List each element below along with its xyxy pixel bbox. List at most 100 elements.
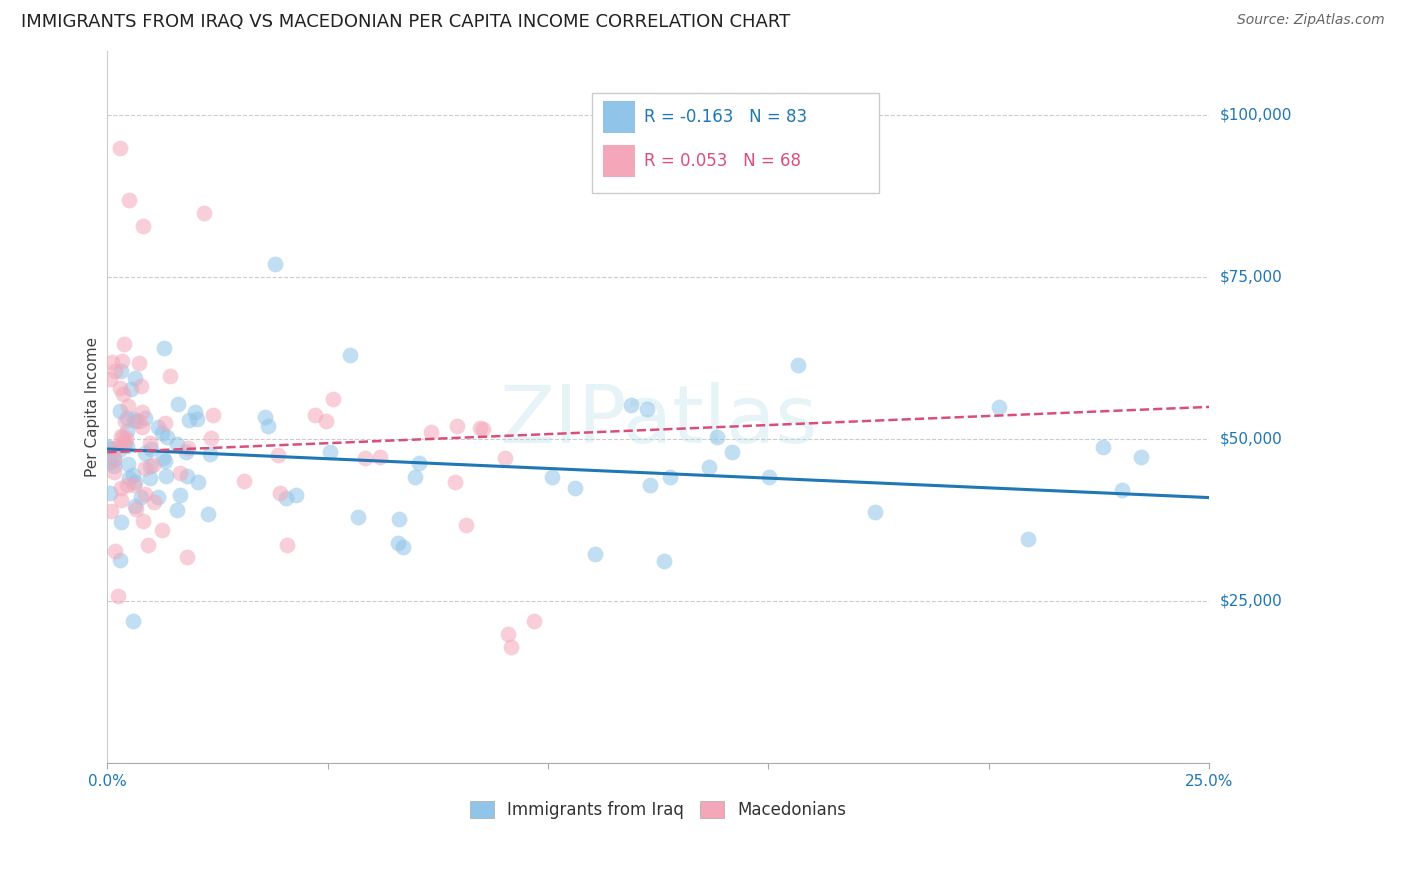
Point (139, 436, 162, 450)
Point (176, 550, 198, 565)
Point (269, 486, 291, 500)
Point (150, 523, 173, 537)
Point (276, 537, 298, 551)
Point (114, 431, 136, 445)
Point (110, 481, 132, 495)
Text: Source: ZipAtlas.com: Source: ZipAtlas.com (1237, 13, 1385, 28)
Point (112, 430, 135, 444)
Point (129, 378, 152, 392)
Point (131, 419, 153, 434)
Point (444, 475, 467, 489)
Text: ZIPatlas: ZIPatlas (499, 382, 817, 460)
Point (110, 364, 132, 378)
Point (638, 477, 661, 491)
Point (152, 450, 174, 465)
Point (347, 509, 370, 524)
Point (267, 449, 290, 463)
Point (97, 440, 120, 454)
Point (104, 544, 127, 558)
Point (139, 442, 162, 457)
Point (114, 435, 136, 450)
Point (131, 514, 153, 528)
Point (454, 517, 477, 532)
Point (118, 193, 141, 207)
Point (721, 445, 744, 459)
Point (388, 512, 411, 526)
Point (138, 538, 160, 552)
Point (257, 419, 280, 434)
Point (1130, 450, 1153, 464)
Point (122, 467, 145, 482)
Point (620, 398, 643, 412)
Point (263, 257, 285, 271)
Point (115, 439, 138, 453)
Point (143, 494, 166, 508)
Point (166, 437, 188, 451)
Point (232, 474, 254, 488)
Point (108, 403, 131, 417)
Point (108, 438, 131, 452)
Point (124, 371, 146, 385)
Point (107, 443, 129, 458)
Point (156, 429, 179, 443)
Point (100, 455, 122, 469)
Point (200, 431, 222, 445)
Point (276, 491, 298, 505)
Point (253, 409, 276, 424)
FancyBboxPatch shape (603, 145, 636, 177)
Y-axis label: Per Capita Income: Per Capita Income (86, 337, 100, 477)
Point (501, 640, 523, 654)
Point (177, 441, 200, 455)
Point (155, 469, 177, 483)
Point (103, 453, 125, 467)
Point (121, 614, 143, 628)
Point (152, 341, 174, 355)
Point (697, 459, 720, 474)
Point (1092, 440, 1115, 454)
Point (142, 458, 165, 473)
Point (564, 481, 586, 495)
Point (472, 422, 495, 436)
Text: R = 0.053   N = 68: R = 0.053 N = 68 (644, 152, 801, 170)
Point (110, 515, 132, 529)
Point (129, 490, 152, 504)
Point (125, 502, 148, 516)
Point (150, 425, 173, 440)
Point (174, 445, 197, 459)
Point (1111, 483, 1133, 497)
Point (104, 364, 127, 378)
Point (105, 441, 128, 455)
Point (583, 547, 606, 561)
Point (193, 205, 215, 219)
Point (124, 475, 146, 490)
Point (636, 401, 658, 416)
Point (120, 382, 142, 396)
Point (112, 387, 135, 401)
Text: $75,000: $75,000 (1220, 270, 1282, 285)
Point (139, 471, 162, 485)
Point (115, 410, 138, 425)
Point (134, 446, 156, 460)
Point (186, 412, 208, 426)
Point (988, 400, 1011, 414)
Point (202, 409, 225, 423)
Point (117, 457, 139, 471)
Point (98, 372, 121, 386)
Text: R = -0.163   N = 83: R = -0.163 N = 83 (644, 108, 807, 126)
Point (103, 451, 125, 466)
Point (118, 471, 141, 485)
Point (112, 438, 135, 452)
Point (368, 450, 391, 464)
Point (318, 445, 340, 459)
Point (177, 413, 200, 427)
Point (787, 359, 810, 373)
Legend: Immigrants from Iraq, Macedonians: Immigrants from Iraq, Macedonians (464, 795, 853, 826)
Point (110, 141, 132, 155)
Point (322, 392, 344, 406)
Point (494, 450, 516, 465)
Point (404, 470, 426, 484)
Point (107, 589, 129, 603)
Point (98, 485, 121, 500)
Point (540, 469, 562, 483)
Point (108, 381, 131, 395)
